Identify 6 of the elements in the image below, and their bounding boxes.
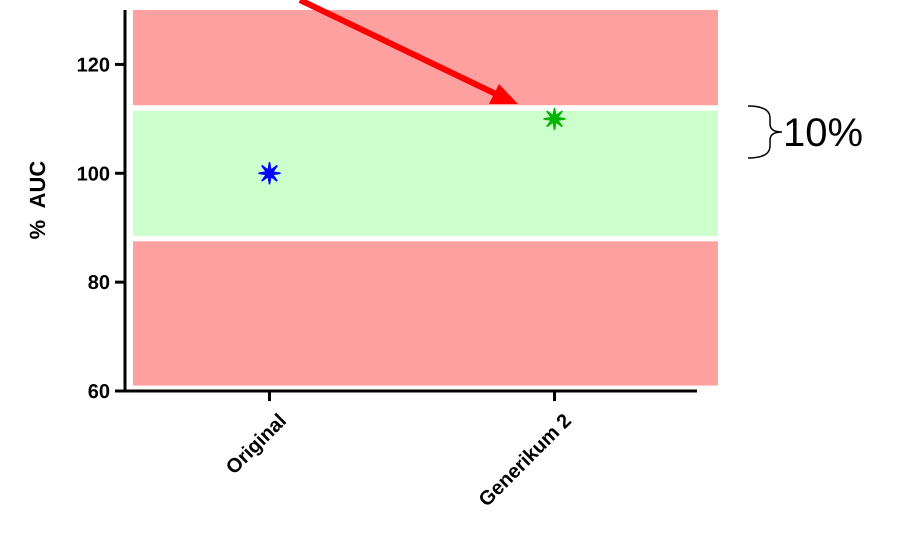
y-axis-title: % AUC: [25, 160, 50, 240]
y-tick-label: 80: [88, 272, 110, 294]
y-tick-label: 60: [88, 381, 110, 403]
y-tick-label: 100: [76, 163, 110, 186]
text: 10%: [783, 111, 864, 155]
y-tick-label: 120: [76, 54, 110, 76]
